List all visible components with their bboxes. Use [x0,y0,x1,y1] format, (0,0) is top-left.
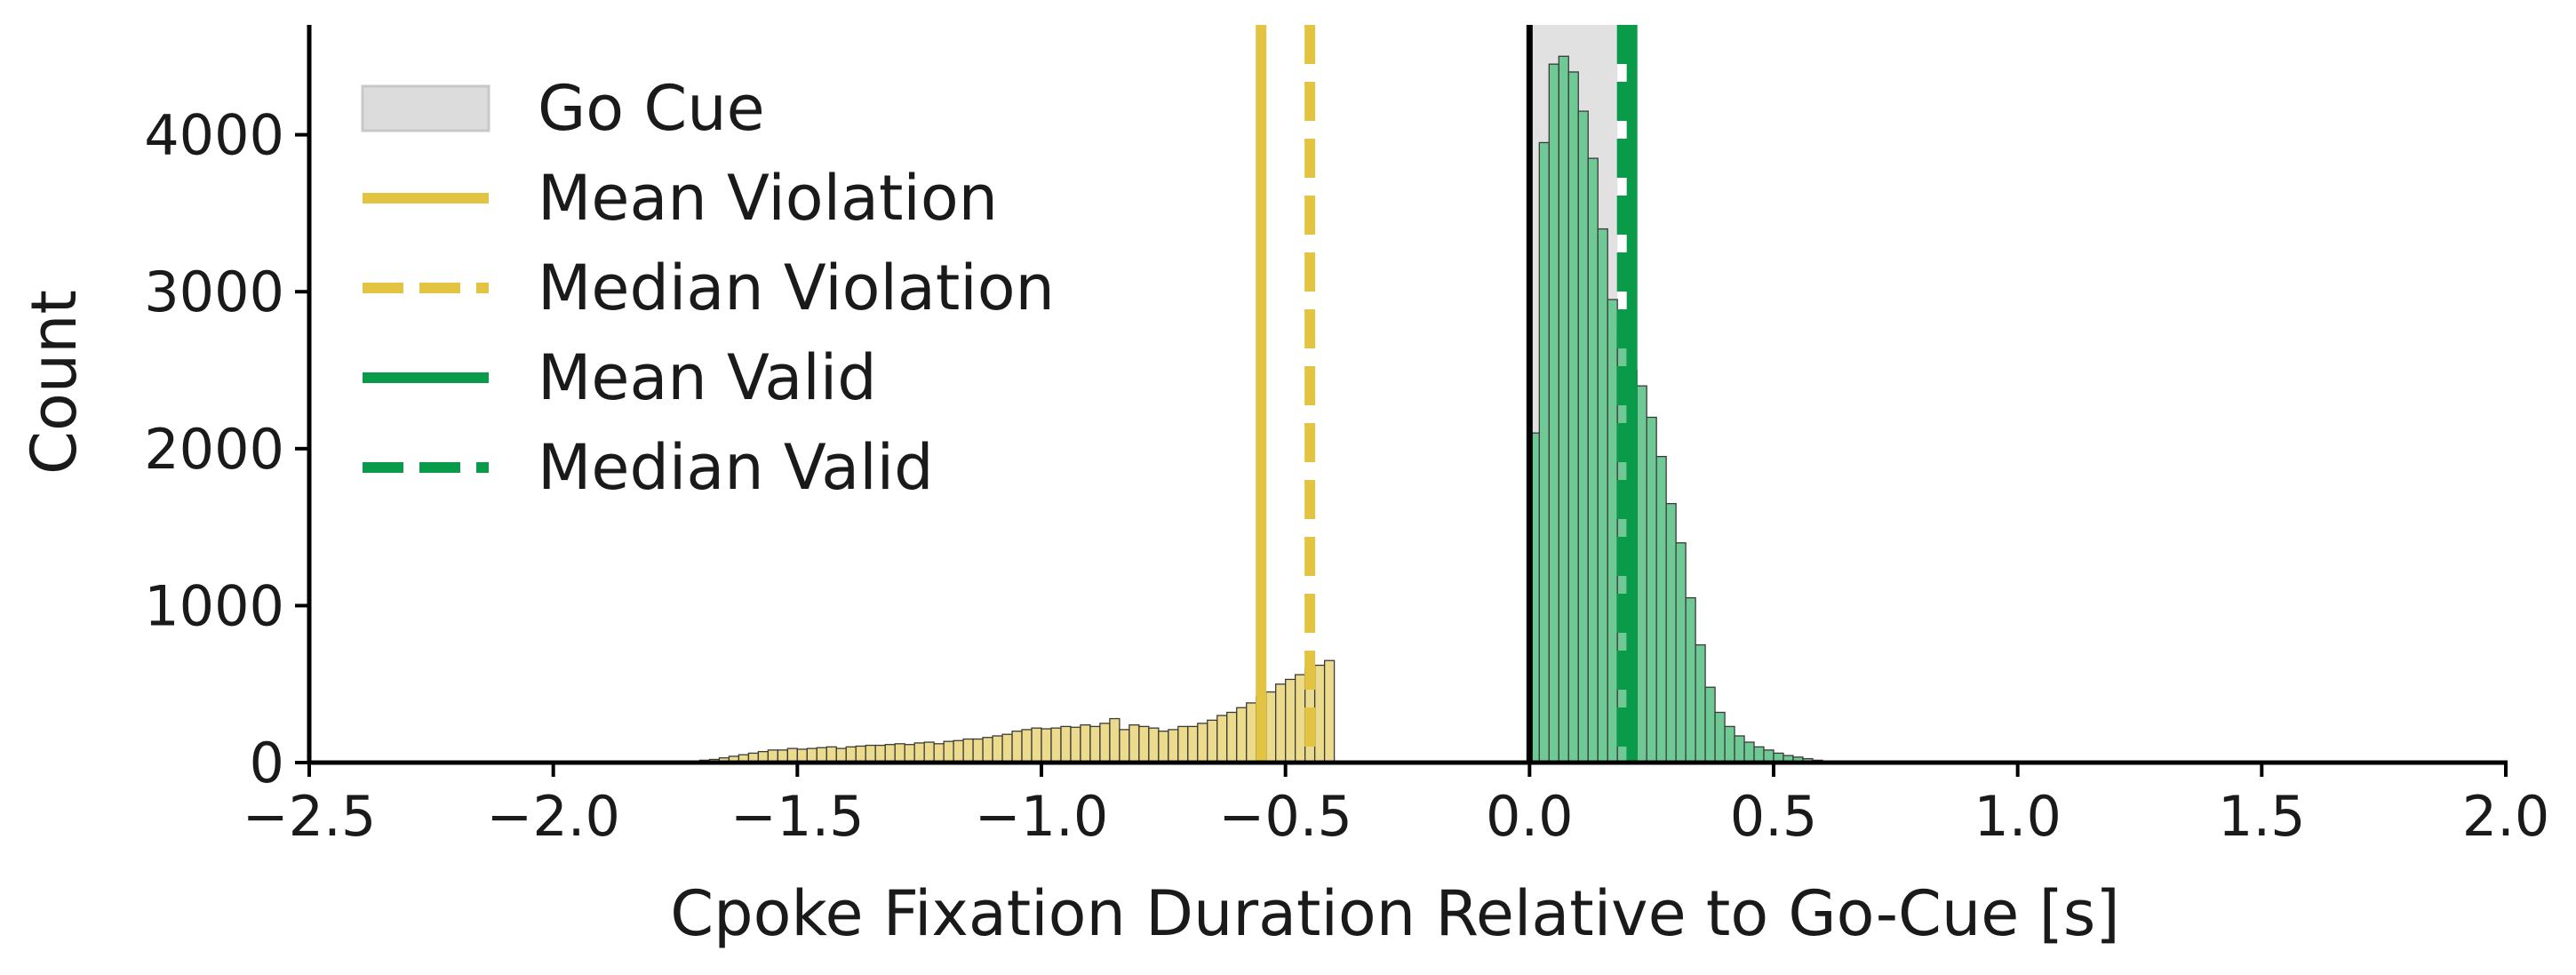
legend-label-median-valid: Median Valid [538,431,934,504]
ticks: −2.5 −2.0 −1.5 −1.0 −0.5 0.0 0.5 1.0 1.5 2.0 0 1000… [144,103,2549,849]
histogram-bar-violation-30 [962,738,974,763]
y-axis-label: Count [18,290,91,475]
histogram-bar-violation-25 [913,742,925,763]
histogram-bar-violation-34 [1001,733,1013,763]
histogram-bar-violation-43 [1089,725,1101,763]
histogram-bar-valid-7 [1597,228,1608,763]
histogram-bar-violation-47 [1128,723,1140,763]
x-tick-label: 0.0 [1486,784,1574,849]
histogram-bar-violation-58 [1236,707,1248,763]
histogram-bar-violation-51 [1168,729,1179,763]
histogram-bar-violation-55 [1207,719,1218,763]
histogram-bar-valid-18 [1704,686,1716,763]
histogram-bar-violation-50 [1158,731,1169,763]
histogram-bar-violation-40 [1060,725,1072,763]
histogram-bar-violation-64 [1295,674,1306,763]
histogram-bar-valid-8 [1607,299,1618,763]
legend-label-median-violation: Median Violation [538,252,1055,324]
histogram-bar-violation-41 [1070,726,1081,763]
legend-label-mean-valid: Mean Valid [538,341,877,414]
histogram-bar-violation-39 [1050,727,1062,763]
histogram-bar-valid-12 [1646,416,1657,763]
axes [307,25,2508,765]
histogram-bar-valid-14 [1665,502,1677,763]
histogram-bar-violation-36 [1021,729,1033,763]
histogram-bar-valid-20 [1724,725,1735,763]
histogram-bar-violation-49 [1148,727,1160,763]
legend-label-go-cue: Go Cue [538,72,765,145]
histogram-bar-violation-37 [1031,727,1042,763]
histogram-bar-violation-15 [816,747,827,763]
histogram-bar-violation-53 [1187,725,1199,763]
histogram-bar-violation-27 [933,743,945,763]
histogram-bar-violation-56 [1216,715,1228,763]
histogram-bar-violation-44 [1099,723,1111,763]
histogram-bar-violation-19 [855,745,866,763]
y-tick-label: 2000 [144,417,284,482]
histogram-bar-violation-20 [865,744,876,763]
histogram-bar-valid-17 [1695,643,1706,763]
histogram-bar-valid-6 [1587,157,1599,763]
histogram-bar-valid-3 [1558,55,1569,763]
x-tick-label: 1.5 [2218,784,2306,849]
histogram-bar-violation-63 [1285,678,1296,763]
histogram-bar-valid-2 [1548,63,1559,763]
histogram-bar-violation-46 [1119,729,1130,763]
histogram-bar-valid-4 [1567,71,1579,763]
reference-lines [1256,25,1638,763]
histogram-bar-violation-16 [825,746,837,763]
x-tick-label: 0.5 [1730,784,1818,849]
y-tick-label: 4000 [144,103,284,168]
histogram-bar-violation-32 [982,737,993,763]
histogram-bar-violation-18 [845,746,857,763]
histogram-bar-valid-22 [1743,741,1755,763]
histogram-bar-violation-61 [1265,691,1277,763]
histogram-bar-violation-22 [884,744,896,763]
y-tick-label: 1000 [144,573,284,638]
legend-label-mean-violation: Mean Violation [538,162,998,235]
histogram-bar-violation-38 [1041,728,1052,763]
x-tick-label: −1.0 [975,784,1109,849]
histogram-bar-violation-45 [1109,717,1121,763]
y-tick-label: 0 [250,731,284,795]
histogram-bar-violation-52 [1177,725,1189,763]
histogram-bar-violation-59 [1246,702,1257,763]
histogram-bar-valid-11 [1636,385,1647,763]
histogram-bar-valid-5 [1577,110,1589,763]
histogram-bar-violation-29 [953,739,964,763]
histogram-bar-violation-28 [943,740,954,763]
y-tick-label: 3000 [144,260,284,324]
histogram-bar-violation-21 [874,744,886,763]
x-tick-label: −2.0 [486,784,620,849]
histogram-bar-violation-57 [1226,711,1238,763]
histogram-bar-valid-23 [1753,746,1765,763]
x-axis-label: Cpoke Fixation Duration Relative to Go-C… [670,877,2119,950]
histogram-bar-violation-31 [972,738,984,763]
x-tick-label: −2.5 [243,784,377,849]
histogram-bar-valid-13 [1655,455,1667,763]
x-tick-label: 2.0 [2462,784,2550,849]
histogram-bar-violation-48 [1138,725,1150,763]
histogram-bar-valid-21 [1734,735,1745,763]
histogram-bar-valid-1 [1538,141,1550,763]
histogram-bar-violation-66 [1313,664,1326,763]
histogram-bar-violation-62 [1275,683,1287,763]
histogram-bar-violation-23 [894,743,905,763]
legend-swatch-go-cue [361,84,490,132]
histogram-bar-violation-24 [904,744,915,763]
histogram-bar-violation-42 [1080,723,1091,763]
histogram-bar-valid-16 [1685,596,1696,763]
histogram-bar-valid-15 [1675,542,1687,763]
histogram-bar-valid-19 [1714,711,1726,763]
x-tick-label: 1.0 [1974,784,2062,849]
histogram-bar-violation-54 [1197,723,1208,763]
x-tick-label: −0.5 [1218,784,1352,849]
histogram-bar-violation-67 [1323,659,1336,763]
histogram-bar-violation-35 [1011,731,1023,763]
histogram-bar-violation-33 [992,735,1003,763]
histogram-bar-violation-26 [923,741,935,763]
x-tick-label: −1.5 [730,784,865,849]
legend: Go Cue Mean Violation Median Violation Mean… [361,72,1055,504]
